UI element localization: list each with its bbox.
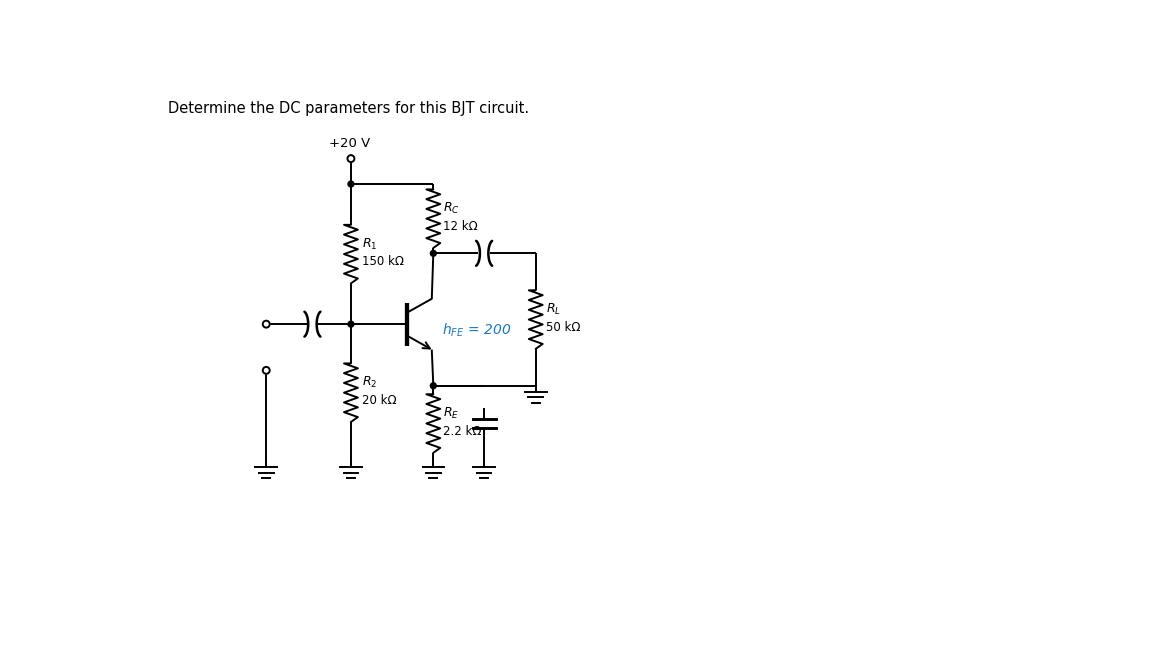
Text: $R_2$: $R_2$ (362, 375, 377, 390)
Text: Determine the DC parameters for this BJT circuit.: Determine the DC parameters for this BJT… (168, 101, 530, 116)
Text: 2.2 kΩ: 2.2 kΩ (444, 424, 482, 437)
Text: +20 V: +20 V (328, 137, 370, 150)
Text: $R_L$: $R_L$ (546, 302, 561, 317)
Text: $R_E$: $R_E$ (444, 406, 460, 421)
Text: $R_1$: $R_1$ (362, 237, 377, 251)
Circle shape (263, 367, 270, 374)
Text: 12 kΩ: 12 kΩ (444, 220, 478, 233)
Circle shape (263, 321, 270, 328)
Text: 50 kΩ: 50 kΩ (546, 321, 581, 334)
Text: 150 kΩ: 150 kΩ (362, 255, 403, 268)
Text: $R_C$: $R_C$ (444, 201, 460, 216)
Circle shape (348, 155, 355, 162)
Circle shape (431, 383, 437, 389)
Circle shape (348, 181, 354, 187)
Text: 20 kΩ: 20 kΩ (362, 394, 396, 407)
Circle shape (431, 250, 437, 256)
Text: $h_{FE}$ = 200: $h_{FE}$ = 200 (441, 321, 511, 339)
Circle shape (348, 321, 354, 327)
